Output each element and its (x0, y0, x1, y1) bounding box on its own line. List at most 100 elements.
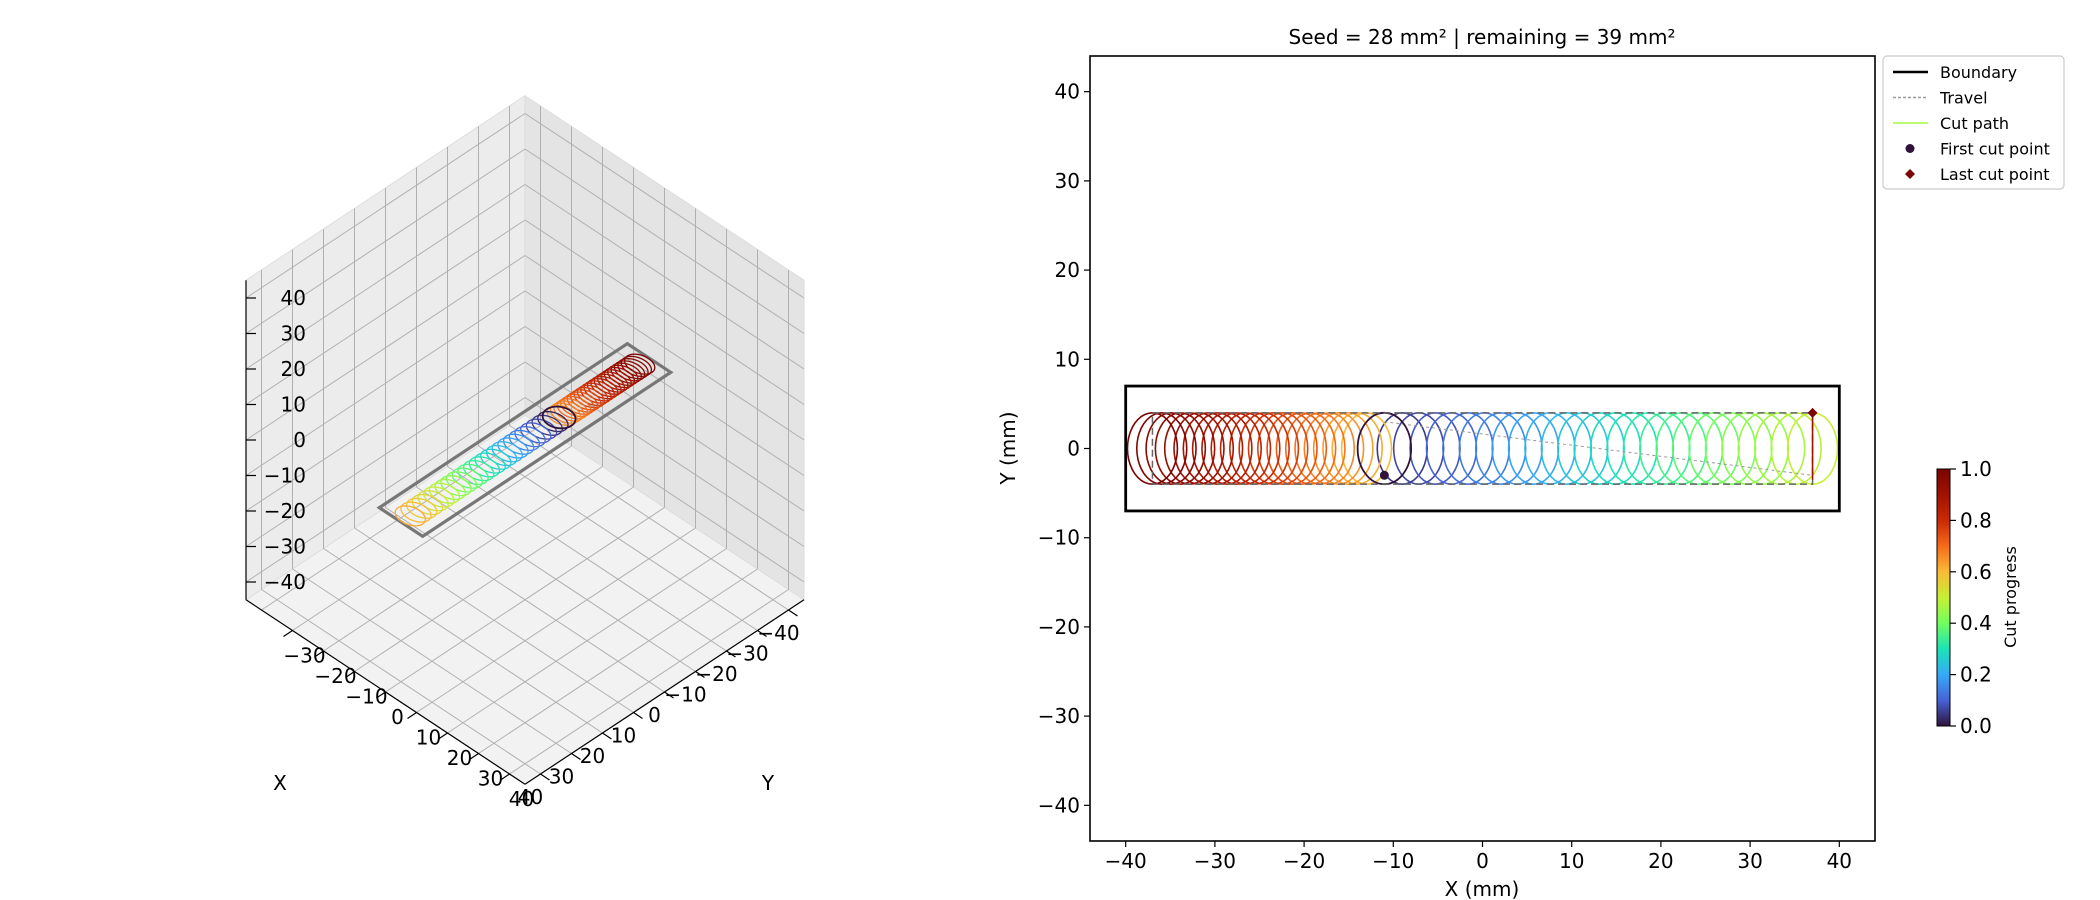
cut-path-3d (580, 382, 612, 404)
cut-path-loop-right (1671, 412, 1724, 485)
cut-path-3d (508, 429, 541, 452)
x-tick-mark-3d (571, 753, 581, 760)
cut-path-3d (457, 463, 489, 486)
cut-path-loop-right (1770, 412, 1822, 485)
y-axis-label: Y (mm) (996, 411, 1020, 485)
cut-path-3d (451, 467, 484, 489)
grid-line (524, 255, 805, 441)
cut-path-3d (573, 386, 605, 409)
grid-line (524, 219, 805, 405)
z-tick-label-3d: 40 (281, 286, 306, 310)
seed-circle-3d (541, 405, 577, 430)
cut-path-3d (607, 364, 639, 386)
legend-label: Travel (1939, 89, 1988, 108)
x-tick-mark-3d (664, 691, 674, 699)
grid-line (524, 290, 805, 476)
axis-ticks-2d: −40 −30 −20 −10 0 10 20 30 40 −40 −30 −20 −10 0 10 20 30… (1038, 80, 1852, 873)
cut-path-loop-left (1145, 412, 1197, 485)
x-tick-label: −40 (1105, 849, 1147, 873)
grid-line (245, 113, 526, 299)
grid-line (292, 445, 572, 631)
colorbar-tick-label: 0.6 (1960, 560, 1992, 584)
cut-path-3d (462, 459, 495, 482)
cut-path-3d (620, 355, 653, 378)
boundary-3d (376, 341, 674, 539)
y-tick-label: 20 (1055, 258, 1080, 282)
y-tick-label-3d: −20 (314, 664, 356, 688)
cut-path-3d (596, 371, 629, 393)
z-tick-label-3d: −40 (264, 570, 306, 594)
legend-label: Boundary (1940, 63, 2017, 82)
y-tick-mark-3d (469, 753, 479, 760)
grid-line (447, 548, 727, 734)
last-cut-point-marker (1807, 407, 1818, 418)
x-tick-mark-3d (540, 773, 550, 781)
legend-label: First cut point (1940, 140, 2050, 159)
cut-path-loop-right (1376, 412, 1428, 485)
x-tick-mark-3d (695, 671, 705, 678)
y-tick-label-3d: 20 (447, 746, 472, 770)
z-tick-label-3d: 20 (281, 357, 306, 381)
x-tick-label-3d: −20 (695, 662, 737, 686)
grid-line (524, 397, 805, 583)
y-tick-label-3d: −10 (345, 685, 387, 709)
cut-path-3d (520, 422, 552, 444)
cut-path-loop-right (1474, 412, 1527, 485)
grid-line (245, 184, 526, 370)
y-tick-label-3d: 0 (391, 705, 404, 729)
cut-path-3d (480, 448, 512, 470)
grid-line (416, 527, 696, 713)
x-tick-label: −30 (1194, 849, 1236, 873)
x-tick-label-3d: 0 (648, 703, 661, 727)
y-axis-label-3d: Y (761, 771, 775, 795)
y-tick-label: −20 (1038, 615, 1080, 639)
y-tick-mark-3d (314, 650, 324, 658)
x-tick-label: 20 (1648, 849, 1673, 873)
cut-path-3d (405, 497, 438, 519)
cut-path-3d (537, 410, 569, 433)
colorbar-tick-label: 0.8 (1960, 508, 1992, 532)
y-tick-label: 40 (1055, 80, 1080, 104)
colorbar-label: Cut progress (2001, 546, 2020, 648)
cut-path-loop-left (1256, 412, 1309, 485)
plot-area (1089, 55, 1876, 842)
legend-label: Cut path (1940, 114, 2009, 133)
cut-path-3d (559, 395, 592, 418)
grid-line (245, 326, 526, 512)
cut-path-3d (600, 369, 632, 391)
grid-line (323, 466, 603, 652)
cut-path-3d (411, 493, 444, 516)
cut-path-loop-left (1210, 412, 1263, 485)
x-tick-mark-3d (726, 650, 736, 658)
y-tick-mark-3d (407, 712, 417, 719)
z-tick-label-3d: −20 (264, 499, 306, 523)
grid-line (354, 486, 634, 672)
chart-3d-grid (245, 106, 805, 775)
x-tick-label: −20 (1283, 849, 1325, 873)
x-tick-label-3d: 20 (580, 744, 605, 768)
cut-path-loop-left (1201, 412, 1253, 485)
boundary-rect (1124, 384, 1841, 513)
cut-path-loop-left (1154, 412, 1207, 485)
cut-path-3d (400, 501, 432, 523)
cut-path-3d (617, 357, 649, 380)
x-tick-label-3d: −30 (726, 642, 768, 666)
x-tick-mark-3d (757, 630, 767, 637)
legend-label: Last cut point (1940, 165, 2050, 184)
cut-path-loop-right (1606, 412, 1658, 485)
cut-path-3d (583, 380, 616, 402)
grid-line (245, 361, 526, 547)
cut-path-3d (603, 366, 636, 389)
y-tick-mark-3d (283, 630, 293, 637)
x-tick-label: 0 (1476, 849, 1489, 873)
grid-line (245, 397, 526, 583)
y-tick-label: 0 (1067, 437, 1080, 461)
x-tick-label: 10 (1559, 849, 1584, 873)
chart-title: Seed = 28 mm² | remaining = 39 mm² (1289, 25, 1676, 49)
x-tick-label-3d: 10 (611, 724, 636, 748)
cut-path-3d (428, 482, 461, 504)
cut-path-loop-right (1540, 412, 1593, 485)
colorbar: 0.0 0.2 0.4 0.6 0.8 1.0 Cut progress (1936, 457, 2020, 738)
cut-path-3d (491, 441, 524, 463)
